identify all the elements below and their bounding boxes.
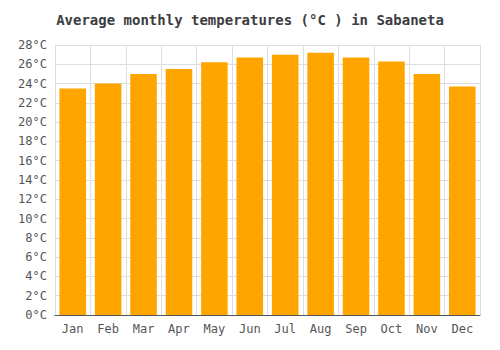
svg-text:Average monthly temperatures (: Average monthly temperatures (°C ) in Sa… [56,12,444,28]
svg-text:Feb: Feb [97,322,119,336]
svg-text:12°C: 12°C [18,192,47,206]
svg-text:16°C: 16°C [18,154,47,168]
svg-text:Jun: Jun [239,322,261,336]
svg-text:Dec: Dec [451,322,473,336]
svg-text:28°C: 28°C [18,38,47,52]
svg-text:Oct: Oct [381,322,403,336]
svg-text:24°C: 24°C [18,77,47,91]
svg-text:8°C: 8°C [25,231,47,245]
svg-text:4°C: 4°C [25,269,47,283]
svg-text:Nov: Nov [416,322,438,336]
svg-text:Aug: Aug [310,322,332,336]
svg-text:May: May [204,322,226,336]
svg-text:20°C: 20°C [18,115,47,129]
svg-text:2°C: 2°C [25,289,47,303]
svg-text:0°C: 0°C [25,308,47,322]
svg-text:18°C: 18°C [18,134,47,148]
svg-text:Jan: Jan [62,322,84,336]
svg-text:Mar: Mar [133,322,155,336]
svg-text:10°C: 10°C [18,212,47,226]
svg-text:26°C: 26°C [18,57,47,71]
svg-text:6°C: 6°C [25,250,47,264]
svg-text:22°C: 22°C [18,96,47,110]
svg-text:Jul: Jul [274,322,296,336]
svg-text:14°C: 14°C [18,173,47,187]
svg-text:Sep: Sep [345,322,367,336]
svg-text:Apr: Apr [168,322,190,336]
